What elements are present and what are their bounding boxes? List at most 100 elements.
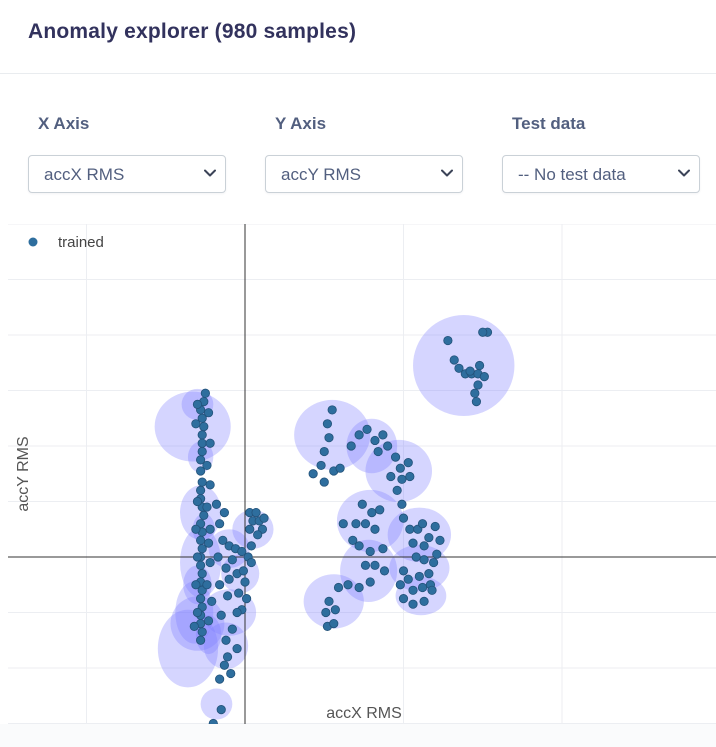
data-point <box>479 372 489 382</box>
data-point <box>196 594 206 604</box>
x-axis-label: X Axis <box>38 114 90 133</box>
data-point <box>189 621 199 631</box>
data-point <box>221 635 231 645</box>
data-point <box>398 513 409 523</box>
data-point <box>362 424 372 434</box>
data-point <box>354 430 364 440</box>
data-point <box>348 535 358 545</box>
data-point <box>203 408 214 418</box>
chevron-down-icon <box>204 169 216 177</box>
data-point <box>329 618 339 629</box>
data-point <box>203 616 214 626</box>
data-point <box>408 538 418 548</box>
data-point <box>454 363 464 373</box>
data-point <box>403 458 413 468</box>
data-point <box>335 463 345 473</box>
data-point <box>246 557 256 568</box>
chart-grid <box>8 224 716 724</box>
data-point <box>324 433 334 443</box>
data-point <box>424 532 434 543</box>
data-point <box>207 596 217 606</box>
data-point <box>191 524 201 534</box>
data-point <box>253 530 263 540</box>
data-point <box>378 430 388 440</box>
data-point <box>343 580 353 590</box>
data-point <box>199 421 209 432</box>
data-point <box>227 624 237 634</box>
data-points <box>189 327 493 724</box>
data-point <box>432 549 442 559</box>
data-point <box>392 485 402 495</box>
cluster-region <box>203 622 249 670</box>
data-point <box>205 480 215 490</box>
chevron-down-icon <box>441 169 453 177</box>
data-point <box>430 521 440 532</box>
data-point <box>397 474 407 484</box>
x-axis-select[interactable]: accX RMS <box>28 155 226 193</box>
data-point <box>379 566 390 576</box>
data-point <box>333 582 344 593</box>
data-point <box>405 471 415 482</box>
data-point <box>192 607 203 618</box>
data-point <box>232 607 242 618</box>
page-title: Anomaly explorer (980 samples) <box>28 20 357 43</box>
data-point <box>398 566 409 576</box>
data-point <box>427 585 437 595</box>
data-point <box>474 360 485 371</box>
chart-legend[interactable]: trained <box>28 234 104 251</box>
data-point <box>378 544 388 554</box>
data-point <box>395 463 405 473</box>
data-point <box>414 571 424 582</box>
data-point <box>360 560 371 570</box>
data-point <box>191 419 201 429</box>
data-point <box>240 577 250 587</box>
legend-marker <box>28 237 38 247</box>
data-point <box>360 519 371 529</box>
data-point <box>251 507 261 518</box>
data-point <box>321 607 331 618</box>
cluster-region <box>200 688 233 720</box>
data-point <box>211 499 222 509</box>
data-point <box>443 335 453 346</box>
test-data-select[interactable]: -- No test data <box>502 155 700 193</box>
data-point <box>417 519 428 529</box>
data-point <box>395 580 405 590</box>
data-point <box>330 605 340 615</box>
data-point <box>365 577 375 587</box>
chevron-down-icon <box>678 169 690 177</box>
y-axis-select[interactable]: accY RMS <box>265 155 463 193</box>
data-point <box>191 580 201 590</box>
data-point <box>322 419 333 429</box>
data-point <box>319 446 329 457</box>
data-point <box>390 452 401 462</box>
data-point <box>213 552 223 562</box>
data-point <box>417 582 428 593</box>
data-point <box>246 541 256 551</box>
cluster-region <box>413 315 515 417</box>
data-point <box>419 555 429 565</box>
data-point <box>470 388 480 398</box>
data-point <box>308 469 318 479</box>
data-point <box>419 596 429 606</box>
data-point <box>199 510 209 520</box>
data-point <box>218 535 228 545</box>
data-point <box>205 438 215 448</box>
data-point <box>408 585 418 595</box>
y-axis-select-value: accY RMS <box>281 165 361 184</box>
data-point <box>215 580 225 590</box>
data-point <box>351 519 361 529</box>
data-point <box>197 438 207 448</box>
scatter-chart[interactable]: trained accX RMS accY RMS <box>0 224 716 724</box>
data-point <box>227 555 237 565</box>
legend-label: trained <box>58 234 104 251</box>
data-point <box>405 524 415 534</box>
data-point <box>370 560 380 570</box>
data-point <box>234 588 244 598</box>
data-point <box>200 388 210 398</box>
data-point <box>202 580 212 590</box>
data-point <box>383 441 393 451</box>
data-point <box>197 430 207 440</box>
data-point <box>386 471 396 482</box>
data-point <box>215 519 225 529</box>
data-point <box>245 524 255 534</box>
